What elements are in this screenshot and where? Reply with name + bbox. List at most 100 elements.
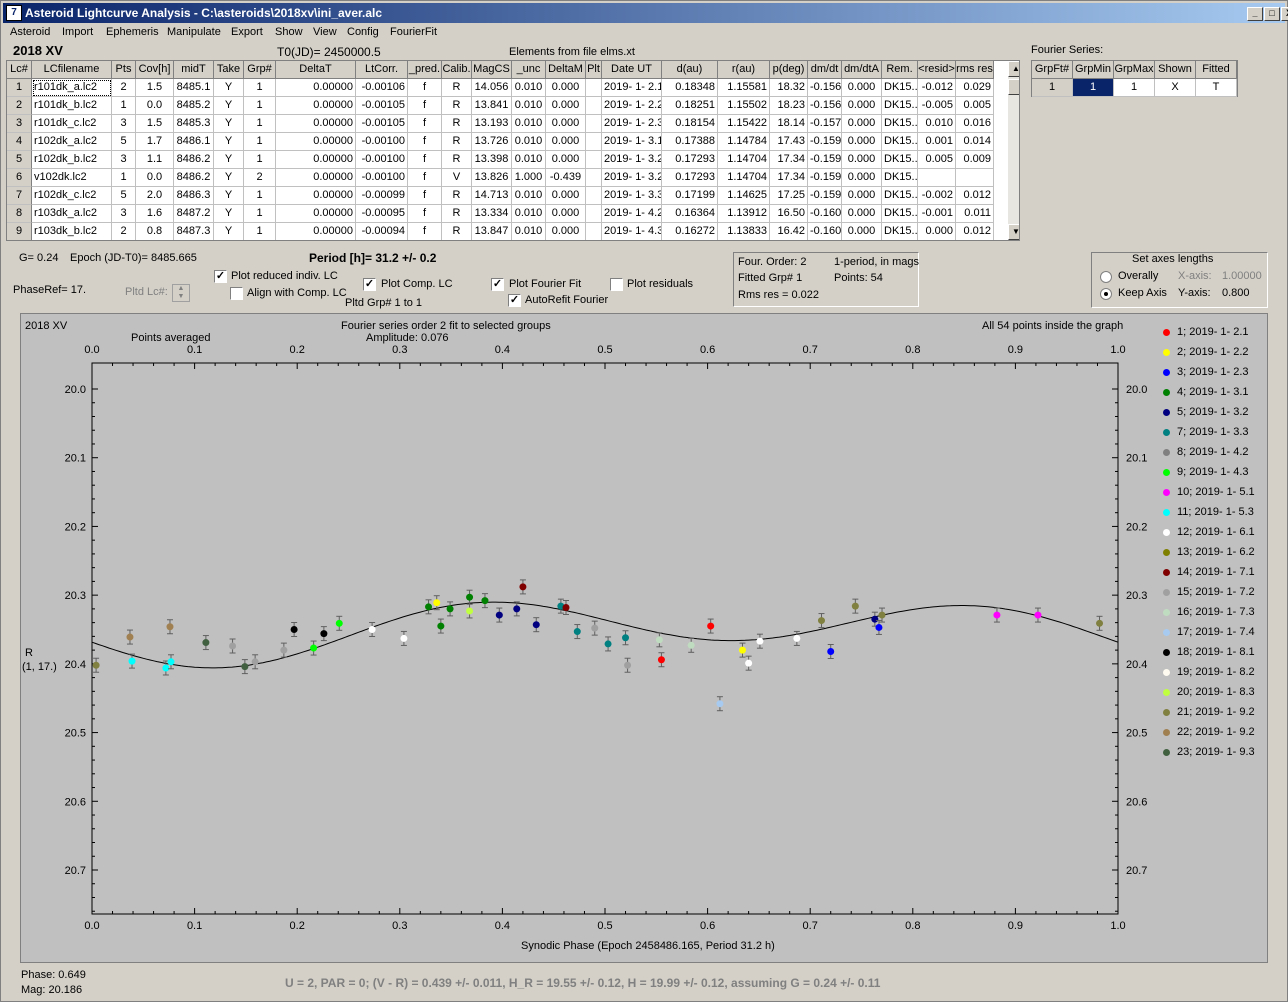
data-point[interactable] <box>687 641 695 649</box>
grid-cell[interactable]: 0.17199 <box>662 187 718 205</box>
grid-cell[interactable]: 18.32 <box>770 79 808 97</box>
grid-cell[interactable]: f <box>408 151 442 169</box>
grid-cell[interactable]: 0.16272 <box>662 223 718 240</box>
app-icon[interactable]: 7 <box>6 5 22 21</box>
data-point[interactable] <box>817 617 825 625</box>
grid-cell[interactable]: Y <box>214 151 244 169</box>
grid-cell[interactable]: 2019- 1- 3.3 <box>602 187 662 205</box>
grid-cell[interactable]: 2.0 <box>136 187 174 205</box>
data-point[interactable] <box>827 647 835 655</box>
data-point[interactable] <box>466 593 474 601</box>
grid-cell[interactable]: -0.160 <box>808 205 842 223</box>
fourier-cell[interactable]: T <box>1196 79 1237 97</box>
grid-header-20[interactable]: dm/dtA <box>842 61 882 79</box>
data-point[interactable] <box>310 644 318 652</box>
grid-cell[interactable]: -0.439 <box>546 169 586 187</box>
grid-cell[interactable] <box>586 169 602 187</box>
grid-cell[interactable]: r102dk_a.lc2 <box>32 133 112 151</box>
grid-cell[interactable]: 0.000 <box>842 115 882 133</box>
grid-cell[interactable]: 8487.3 <box>174 223 214 240</box>
grid-cell[interactable]: 0.010 <box>512 223 546 240</box>
grid-cell[interactable]: 0.000 <box>842 133 882 151</box>
grid-cell[interactable]: 0.012 <box>956 187 994 205</box>
grid-cell[interactable]: 8487.2 <box>174 205 214 223</box>
data-point[interactable] <box>756 637 764 645</box>
grid-cell[interactable]: 0.17293 <box>662 151 718 169</box>
grid-cell[interactable]: r101dk_b.lc2 <box>32 97 112 115</box>
grid-cell[interactable]: 14.056 <box>472 79 512 97</box>
grid-cell[interactable]: R <box>442 79 472 97</box>
grid-cell[interactable]: 0.18251 <box>662 97 718 115</box>
grid-cell[interactable]: -0.00099 <box>356 187 408 205</box>
grid-cell[interactable]: 0.00000 <box>276 133 356 151</box>
comp-checkbox[interactable]: ✓ <box>363 278 376 291</box>
data-point[interactable] <box>624 661 632 669</box>
row-number[interactable]: 3 <box>7 115 32 133</box>
grid-header-10[interactable]: Calib. <box>442 61 472 79</box>
data-point[interactable] <box>126 633 134 641</box>
data-point[interactable] <box>657 656 665 664</box>
grid-header-1[interactable]: LCfilename <box>32 61 112 79</box>
data-point[interactable] <box>878 611 886 619</box>
grid-cell[interactable] <box>586 79 602 97</box>
grid-cell[interactable]: 2019- 1- 4.3 <box>602 223 662 240</box>
grid-cell[interactable]: 1 <box>244 97 276 115</box>
grid-cell[interactable]: 0.00000 <box>276 115 356 133</box>
data-point[interactable] <box>335 619 343 627</box>
grid-cell[interactable]: 8486.3 <box>174 187 214 205</box>
align-checkbox[interactable] <box>230 287 243 300</box>
grid-cell[interactable]: 0.000 <box>842 223 882 240</box>
data-point[interactable] <box>1096 619 1104 627</box>
grid-cell[interactable]: 0.000 <box>546 205 586 223</box>
grid-cell[interactable]: Y <box>214 97 244 115</box>
grid-cell[interactable]: DK15.. <box>882 115 918 133</box>
grid-cell[interactable]: 0.011 <box>956 205 994 223</box>
grid-cell[interactable]: 3 <box>112 151 136 169</box>
grid-cell[interactable]: 2019- 1- 3.2 <box>602 169 662 187</box>
grid-cell[interactable]: 13.826 <box>472 169 512 187</box>
grid-cell[interactable]: 1.15422 <box>718 115 770 133</box>
data-point[interactable] <box>622 634 630 642</box>
grid-cell[interactable]: 1.7 <box>136 133 174 151</box>
grid-cell[interactable]: 0.010 <box>512 151 546 169</box>
grid-cell[interactable]: 0.016 <box>956 115 994 133</box>
grid-cell[interactable]: -0.159 <box>808 187 842 205</box>
grid-cell[interactable]: -0.156 <box>808 97 842 115</box>
grid-cell[interactable]: 8486.2 <box>174 151 214 169</box>
grid-header-11[interactable]: MagCS <box>472 61 512 79</box>
grid-cell[interactable]: -0.012 <box>918 79 956 97</box>
grid-header-0[interactable]: Lc# <box>7 61 32 79</box>
grid-cell[interactable]: 13.847 <box>472 223 512 240</box>
data-point[interactable] <box>202 639 210 647</box>
grid-cell[interactable]: 13.841 <box>472 97 512 115</box>
data-point[interactable] <box>532 621 540 629</box>
maximize-button[interactable]: □ <box>1264 7 1280 21</box>
data-point[interactable] <box>793 634 801 642</box>
fourier-header-2[interactable]: GrpMax <box>1114 61 1155 79</box>
grid-cell[interactable]: 8485.3 <box>174 115 214 133</box>
data-point[interactable] <box>162 664 170 672</box>
grid-cell[interactable]: 0.012 <box>956 223 994 240</box>
grid-cell[interactable]: 1 <box>244 151 276 169</box>
grid-cell[interactable] <box>586 205 602 223</box>
grid-cell[interactable]: r103dk_b.lc2 <box>32 223 112 240</box>
data-point[interactable] <box>446 605 454 613</box>
grid-cell[interactable]: DK15.. <box>882 223 918 240</box>
data-point[interactable] <box>229 642 237 650</box>
menu-import[interactable]: Import <box>62 26 94 38</box>
grid-cell[interactable]: 0.00000 <box>276 151 356 169</box>
data-point[interactable] <box>425 603 433 611</box>
data-point[interactable] <box>433 599 441 607</box>
grid-cell[interactable]: 2 <box>112 223 136 240</box>
fourier-header-3[interactable]: Shown <box>1155 61 1196 79</box>
row-number[interactable]: 2 <box>7 97 32 115</box>
grid-cell[interactable]: DK15.. <box>882 151 918 169</box>
grid-cell[interactable]: 0.00000 <box>276 223 356 240</box>
grid-cell[interactable]: -0.160 <box>808 223 842 240</box>
grid-cell[interactable]: Y <box>214 205 244 223</box>
pltd-lc-spinner[interactable]: ▲ ▼ <box>172 284 190 302</box>
grid-cell[interactable]: 0.000 <box>842 97 882 115</box>
grid-cell[interactable]: 1.15581 <box>718 79 770 97</box>
grid-cell[interactable]: 0.17293 <box>662 169 718 187</box>
grid-cell[interactable]: Y <box>214 169 244 187</box>
